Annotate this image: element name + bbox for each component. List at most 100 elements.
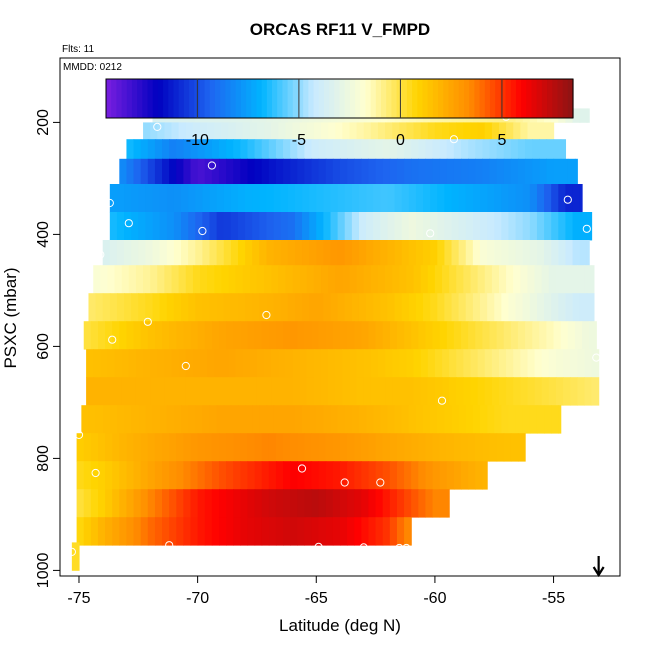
heatmap-cell [275, 489, 284, 518]
heatmap-row [76, 433, 526, 462]
heatmap-cell [197, 489, 206, 518]
heatmap-cell [392, 265, 400, 294]
colorbar-segment [266, 79, 273, 118]
heatmap-cell [392, 377, 400, 406]
heatmap-cell [316, 212, 324, 241]
heatmap-cell [249, 122, 258, 140]
heatmap-cell [494, 184, 502, 213]
heatmap-cell [503, 139, 512, 160]
heatmap-cell [90, 517, 99, 546]
heatmap-cell [245, 405, 253, 434]
heatmap-cell [147, 139, 156, 160]
heatmap-cell [290, 517, 298, 546]
heatmap-cell [510, 433, 519, 462]
heatmap-cell [370, 377, 379, 406]
heatmap-cell [128, 265, 137, 294]
colorbar-segment [453, 79, 460, 118]
heatmap-cell [287, 240, 296, 266]
heatmap-cell [299, 265, 308, 294]
x-tick-label: -75 [67, 590, 90, 607]
heatmap-cell [90, 461, 99, 490]
heatmap-cell [432, 461, 441, 490]
heatmap-cell [437, 184, 446, 213]
heatmap-cell [501, 293, 510, 322]
heatmap-cell [145, 240, 154, 266]
colorbar-segment [427, 79, 434, 118]
heatmap-cell [487, 184, 495, 213]
heatmap-cell [287, 293, 296, 322]
heatmap-cell [313, 349, 322, 378]
heatmap-cell [470, 377, 479, 406]
heatmap-cell [475, 158, 483, 185]
heatmap-cell [188, 405, 196, 434]
heatmap-cell [290, 489, 298, 518]
colorbar-segment [562, 79, 569, 118]
observation-point [402, 543, 411, 553]
colorbar-segment [256, 79, 263, 118]
heatmap-cell [572, 293, 581, 322]
heatmap-cell [116, 240, 125, 266]
heatmap-cell [536, 184, 545, 213]
heatmap-cell [323, 405, 332, 434]
colorbar-segment [173, 79, 180, 118]
heatmap-cell [133, 158, 142, 185]
heatmap-cell [375, 139, 384, 160]
observation-point [426, 229, 435, 238]
heatmap-cell [143, 122, 151, 140]
x-axis: -75 -70 -65 -60 -55 [67, 576, 565, 607]
heatmap-cell [332, 517, 341, 546]
heatmap-cell [517, 158, 526, 185]
heatmap-cell [287, 212, 296, 241]
heatmap-cell [116, 212, 125, 241]
heatmap-cell [498, 377, 507, 406]
heatmap-cell [323, 240, 332, 266]
heatmap-cell [183, 461, 192, 490]
heatmap-cell [389, 158, 398, 185]
heatmap-cell [240, 517, 249, 546]
heatmap-cell [506, 265, 514, 294]
heatmap-cell [394, 293, 403, 322]
heatmap-cell [183, 433, 192, 462]
heatmap-cell [133, 433, 142, 462]
heatmap-cell [287, 405, 296, 434]
heatmap-cell [515, 212, 524, 241]
heatmap-cell [107, 349, 116, 378]
colorbar-segment [251, 79, 258, 118]
heatmap-cell [444, 293, 453, 322]
colorbar-frame [105, 78, 574, 119]
heatmap-cell [351, 184, 360, 213]
heatmap-cell [233, 139, 241, 160]
heatmap-cell [482, 433, 491, 462]
heatmap-cell [404, 461, 412, 490]
heatmap-cell [71, 542, 80, 571]
colorbar-segment [246, 79, 252, 118]
heatmap-cell [188, 184, 196, 213]
heatmap-cell [126, 461, 135, 490]
colorbar-segment [349, 79, 356, 118]
heatmap-cell [131, 240, 139, 266]
heatmap-cell [377, 122, 386, 140]
heatmap-cell [453, 139, 462, 160]
heatmap-cell [294, 240, 303, 266]
heatmap-cell [192, 377, 201, 406]
heatmap-cell [463, 349, 472, 378]
heatmap-cell [128, 377, 137, 406]
heatmap-cell [209, 240, 218, 266]
heatmap-cell [316, 405, 324, 434]
heatmap-cell [275, 517, 284, 546]
heatmap-cell [503, 321, 512, 350]
heatmap-cell [584, 377, 593, 406]
heatmap-cell [515, 240, 524, 266]
heatmap-cell [209, 184, 218, 213]
heatmap-cell [150, 349, 158, 378]
heatmap-cell [190, 517, 199, 546]
heatmap-cell [138, 212, 147, 241]
heatmap-cell [370, 122, 379, 140]
heatmap-cell [261, 158, 270, 185]
heatmap-cell [162, 461, 170, 490]
heatmap-cell [375, 433, 384, 462]
heatmap-cell [294, 184, 303, 213]
heatmap-cell [456, 377, 464, 406]
heatmap-cell [273, 293, 282, 322]
heatmap-cell [266, 293, 275, 322]
